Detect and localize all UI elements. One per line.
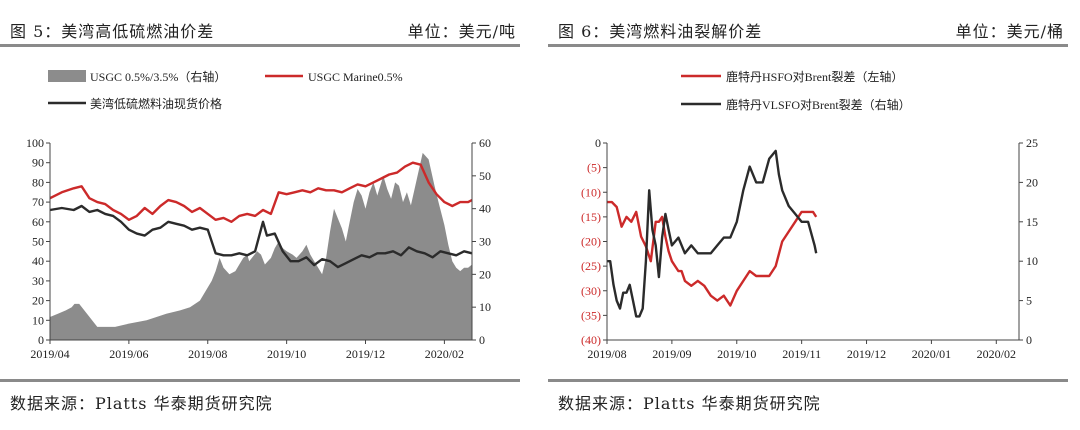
figure-5-bottom-rule [0,379,520,382]
figure-6-title: 图 6：美湾燃料油裂解价差 [558,22,763,41]
fig5-left-tick-label: 20 [32,294,44,308]
fig5-left-tick-label: 100 [26,136,44,150]
fig5-left-tick-label: 10 [32,313,44,327]
fig6-left-tick-label: (5) [587,161,601,175]
fig6-x-tick-label: 2019/09 [652,347,691,361]
figure-6-header: 图 6：美湾燃料油裂解价差 单位：美元/桶 [548,8,1068,42]
fig5-legend-label-red: USGC Marine0.5% [308,70,403,84]
fig5-right-tick-label: 20 [479,267,491,281]
fig5-left-tick-label: 30 [32,274,44,288]
fig6-x-tick-label: 2019/10 [717,347,756,361]
fig6-left-tick-label: (40) [581,333,601,347]
figure-5-title: 图 5：美湾高低硫燃油价差 [10,22,215,41]
figure-6-top-rule [548,44,1068,47]
fig5-left-tick-label: 0 [38,333,44,347]
fig5-legend-label-area: USGC 0.5%/3.5%（右轴） [90,69,226,84]
fig5-legend-label-dark: 美湾低硫燃料油现货价格 [90,96,222,111]
fig5-x-tick-label: 2020/02 [425,347,464,361]
fig5-right-tick-label: 0 [479,333,485,347]
fig6-left-tick-label: (15) [581,210,601,224]
fig5-right-tick-label: 30 [479,235,491,249]
fig6-right-tick-label: 25 [1026,136,1038,150]
figure-5-panel: 图 5：美湾高低硫燃油价差 单位：美元/吨 0 10 20 30 40 50 60 70 80 9… [0,0,520,430]
fig6-right-tick-label: 5 [1026,294,1032,308]
figure-5-unit: 单位：美元/吨 [407,22,516,41]
figure-5-chart: 0 10 20 30 40 50 60 70 80 90 100 0 10 20 30 40 50 60 2019/… [26,69,491,361]
fig5-legend-swatch-area [48,70,86,82]
fig6-legend-label-dark: 鹿特丹VLSFO对Brent裂差（右轴） [726,97,911,112]
fig5-left-tick-label: 40 [32,254,44,268]
fig6-left-tick-label: (10) [581,185,601,199]
fig5-x-tick-label: 2019/04 [30,347,69,361]
fig5-x-tick-label: 2019/06 [109,347,148,361]
fig6-left-tick-label: 0 [595,136,601,150]
figure-6-bottom-rule [548,379,1068,382]
fig5-series-area-0 [50,152,472,340]
figure-5-top-rule [0,44,520,47]
fig5-series-line-1 [49,161,473,223]
fig6-series-line-1 [607,149,818,318]
fig6-x-tick-label: 2020/02 [977,347,1016,361]
fig6-right-tick-label: 15 [1026,215,1038,229]
fig6-left-tick-label: (35) [581,308,601,322]
fig6-series-line-0 [607,200,818,307]
fig5-right-tick-label: 50 [479,169,491,183]
figure-6-source: 数据来源：Platts 华泰期货研究院 [558,394,821,413]
fig6-left-tick-label: (25) [581,259,601,273]
fig6-right-tick-label: 10 [1026,254,1038,268]
fig5-left-tick-label: 60 [32,215,44,229]
fig6-x-tick-label: 2019/12 [847,347,886,361]
fig5-right-tick-label: 10 [479,300,491,314]
fig5-right-tick-label: 60 [479,136,491,150]
fig5-series-line-2 [49,204,473,269]
fig5-x-tick-label: 2019/08 [188,347,227,361]
fig6-x-tick-label: 2019/08 [587,347,626,361]
fig6-right-tick-label: 20 [1026,175,1038,189]
fig5-x-tick-label: 2019/10 [267,347,306,361]
figure-6-chart: 0 (5) (10) (15) (20) (25) (30) (35) (40) 0 5 10 15 20… [581,69,1038,361]
fig6-left-tick-label: (30) [581,284,601,298]
fig6-legend-label-red: 鹿特丹HSFO对Brent裂差（左轴） [726,69,903,84]
fig6-x-tick-label: 2019/11 [782,347,821,361]
fig5-left-tick-label: 50 [32,235,44,249]
fig6-left-tick-label: (20) [581,235,601,249]
fig5-right-tick-label: 40 [479,202,491,216]
fig5-x-tick-label: 2019/12 [346,347,385,361]
figure-6-unit: 单位：美元/桶 [955,22,1064,41]
fig5-left-tick-label: 70 [32,195,44,209]
fig5-left-tick-label: 80 [32,175,44,189]
figure-6-panel: 图 6：美湾燃料油裂解价差 单位：美元/桶 0 (5) (10) (15) (20) (2… [548,0,1068,430]
fig6-right-tick-label: 0 [1026,333,1032,347]
figure-5-header: 图 5：美湾高低硫燃油价差 单位：美元/吨 [0,8,520,42]
fig6-x-tick-label: 2020/01 [912,347,951,361]
fig5-left-tick-label: 90 [32,156,44,170]
figure-5-source: 数据来源：Platts 华泰期货研究院 [10,394,273,413]
